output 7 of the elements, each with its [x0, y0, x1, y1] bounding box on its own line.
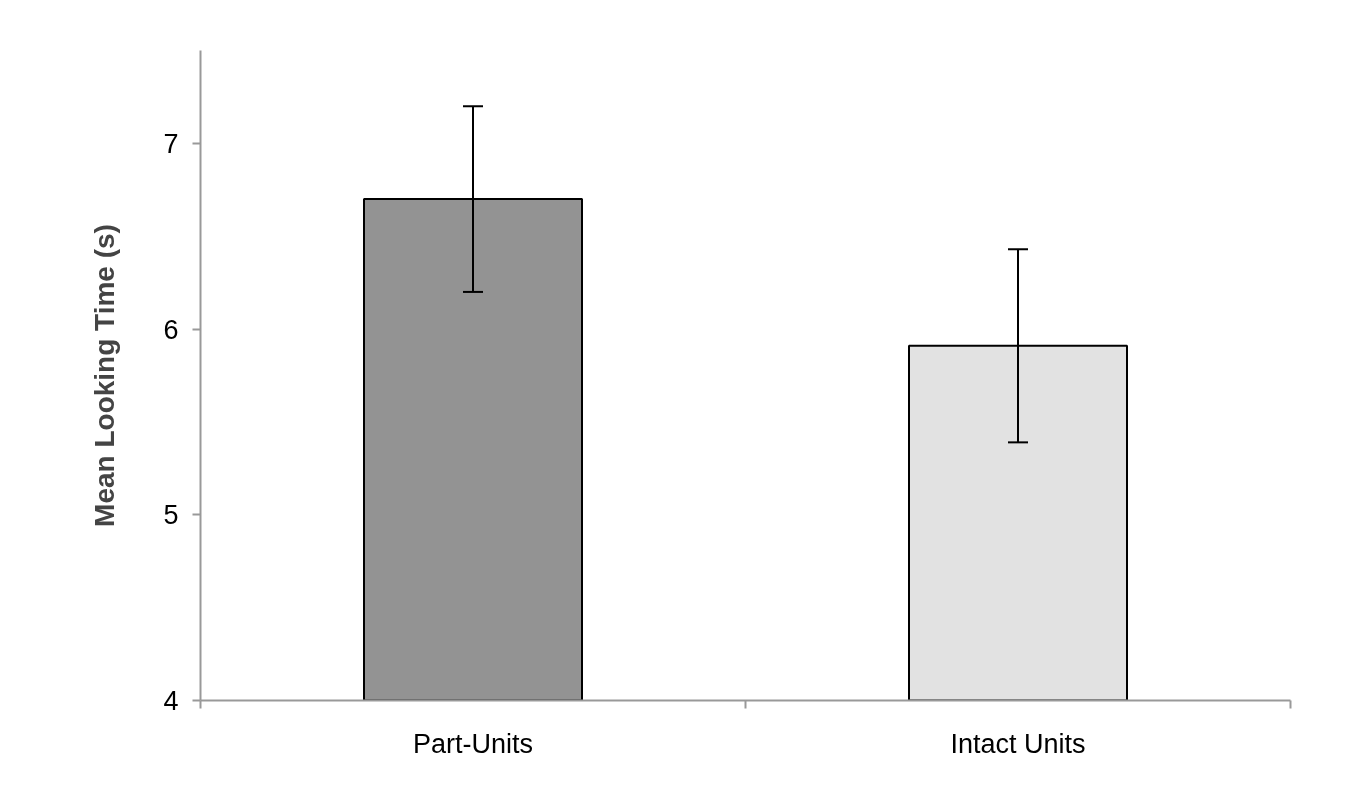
x-tick-label: Part-Units: [412, 728, 534, 759]
x-tick-label: Intact Units: [950, 728, 1086, 759]
y-tick-label: 5: [163, 500, 179, 531]
y-axis-title: Mean Looking Time (s): [89, 224, 121, 527]
y-tick-label: 6: [163, 314, 179, 345]
y-tick-label: 4: [163, 686, 179, 716]
y-tick-label: 7: [163, 128, 179, 159]
